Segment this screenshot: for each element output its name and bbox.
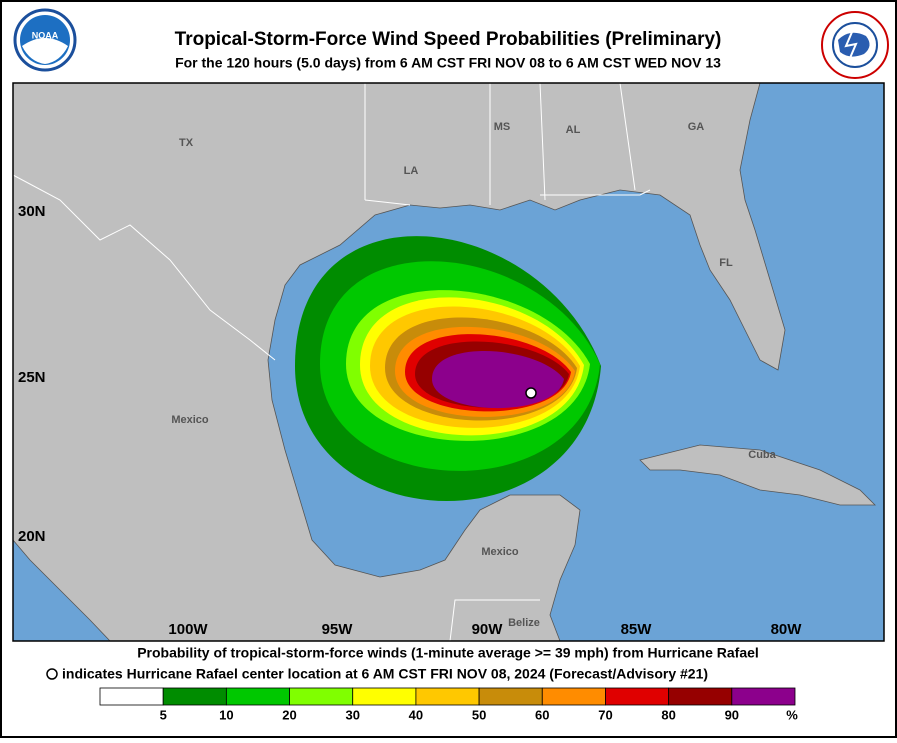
lon-label: 85W (621, 621, 653, 638)
legend-tick: 80 (661, 707, 675, 722)
lat-label: 30N (18, 203, 46, 220)
place-label: Cuba (748, 449, 776, 461)
nws-logo (821, 11, 889, 79)
land (13, 83, 786, 641)
color-legend: 5 10 20 30 40 50 60 70 80 90% (99, 687, 798, 722)
lon-label: 100W (168, 621, 208, 638)
place-label: FL (719, 257, 733, 269)
legend-swatch (289, 687, 354, 706)
legend-tick: 5 (160, 707, 167, 722)
place-label: Mexico (481, 546, 519, 558)
lat-label: 25N (18, 369, 46, 386)
place-label: Mexico (171, 414, 209, 426)
legend-swatch (225, 687, 290, 706)
legend-swatch (731, 687, 796, 706)
place-label: Belize (508, 617, 540, 629)
probability-contours (295, 236, 601, 502)
legend-swatch (541, 687, 606, 706)
footer-line-1: Probability of tropical-storm-force wind… (137, 645, 759, 661)
title: Tropical-Storm-Force Wind Speed Probabil… (175, 29, 722, 50)
place-label: TX (179, 137, 194, 149)
legend-tick: 10 (219, 707, 233, 722)
center-symbol (46, 668, 58, 680)
legend-swatch (415, 687, 480, 706)
lon-label: 95W (322, 621, 354, 638)
legend-tick: 90 (725, 707, 739, 722)
noaa-logo: NOAA (13, 8, 77, 72)
legend-swatch (478, 687, 543, 706)
legend-tick: 30 (345, 707, 359, 722)
legend-tick: 50 (472, 707, 486, 722)
svg-text:NOAA: NOAA (32, 30, 59, 40)
legend-swatch (352, 687, 417, 706)
subtitle: For the 120 hours (5.0 days) from 6 AM C… (175, 55, 721, 71)
legend-tick: 20 (282, 707, 296, 722)
map: TX LA MS AL GA FL Mexico Mexico Cuba Belize 30N 25N… (13, 83, 884, 641)
legend-swatch (99, 687, 164, 706)
legend-swatch (605, 687, 670, 706)
lat-label: 20N (18, 528, 46, 545)
lon-label: 80W (771, 621, 803, 638)
place-label: MS (494, 121, 511, 133)
lon-label: 90W (472, 621, 504, 638)
cuba (639, 444, 876, 506)
legend-swatch (162, 687, 227, 706)
legend-tick: 70 (598, 707, 612, 722)
place-label: LA (404, 165, 419, 177)
place-label: AL (566, 124, 581, 136)
map-border (12, 82, 885, 642)
legend-swatch (668, 687, 733, 706)
legend-unit: % (786, 707, 798, 722)
storm-center (525, 387, 537, 399)
legend-tick: 60 (535, 707, 549, 722)
footer-line-2: indicates Hurricane Rafael center locati… (62, 666, 708, 682)
borders (13, 83, 651, 641)
legend-tick: 40 (409, 707, 423, 722)
place-label: GA (688, 121, 705, 133)
map-labels: TX LA MS AL GA FL Mexico Mexico Cuba Belize 30N 25N… (18, 121, 802, 638)
